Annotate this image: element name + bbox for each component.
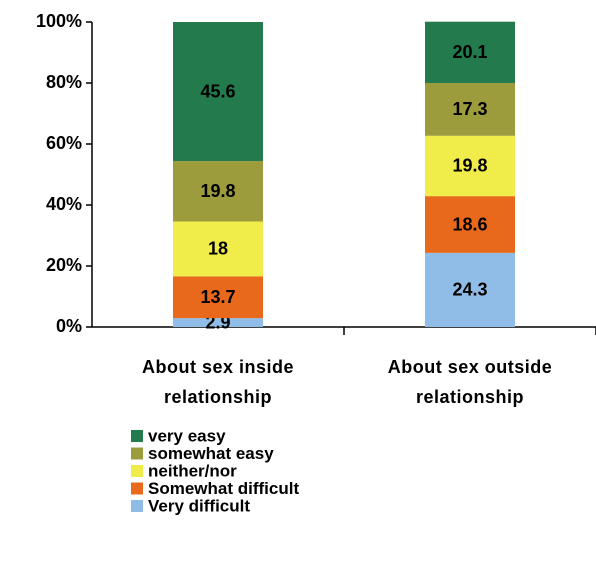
legend-swatch bbox=[131, 447, 143, 460]
bar-segment bbox=[173, 276, 263, 319]
y-tick-label: 60% bbox=[46, 133, 82, 153]
x-tick-label: About sex outside relationship bbox=[387, 357, 553, 407]
x-tick-label: About sex inside relationship bbox=[141, 357, 295, 407]
y-tick-label: 80% bbox=[46, 72, 82, 92]
legend-label: Somewhat difficult bbox=[148, 479, 299, 498]
data-label: 17.3 bbox=[452, 99, 487, 119]
bar-segment bbox=[173, 221, 263, 277]
data-label: 18 bbox=[208, 239, 228, 259]
legend-swatch bbox=[131, 465, 143, 477]
y-tick-label: 40% bbox=[46, 194, 82, 214]
data-label: 18.6 bbox=[452, 214, 487, 234]
legend-label: Very difficult bbox=[148, 496, 250, 515]
data-label: 24.3 bbox=[452, 280, 487, 300]
bar-segment bbox=[173, 22, 263, 162]
bar-segment bbox=[173, 318, 263, 327]
data-label: 20.1 bbox=[452, 42, 487, 62]
bar-segment bbox=[425, 252, 515, 327]
bar-segment bbox=[425, 196, 515, 253]
legend-swatch bbox=[131, 430, 143, 442]
bar-segment bbox=[173, 161, 263, 222]
data-label: 13.7 bbox=[200, 287, 235, 307]
data-label: 19.8 bbox=[452, 156, 487, 176]
legend-label: neither/nor bbox=[148, 461, 237, 480]
y-tick-label: 0% bbox=[56, 316, 82, 336]
legend-swatch bbox=[131, 500, 143, 512]
bar-segment bbox=[425, 21, 515, 83]
y-tick-label: 20% bbox=[46, 255, 82, 275]
data-label: 19.8 bbox=[200, 181, 235, 201]
bar-segment bbox=[425, 135, 515, 197]
y-tick-label: 100% bbox=[36, 11, 82, 31]
bar-segment bbox=[425, 83, 515, 136]
data-label: 45.6 bbox=[200, 81, 235, 101]
legend-label: very easy bbox=[148, 426, 226, 445]
legend-swatch bbox=[131, 482, 143, 495]
legend-label: somewhat easy bbox=[148, 444, 274, 463]
